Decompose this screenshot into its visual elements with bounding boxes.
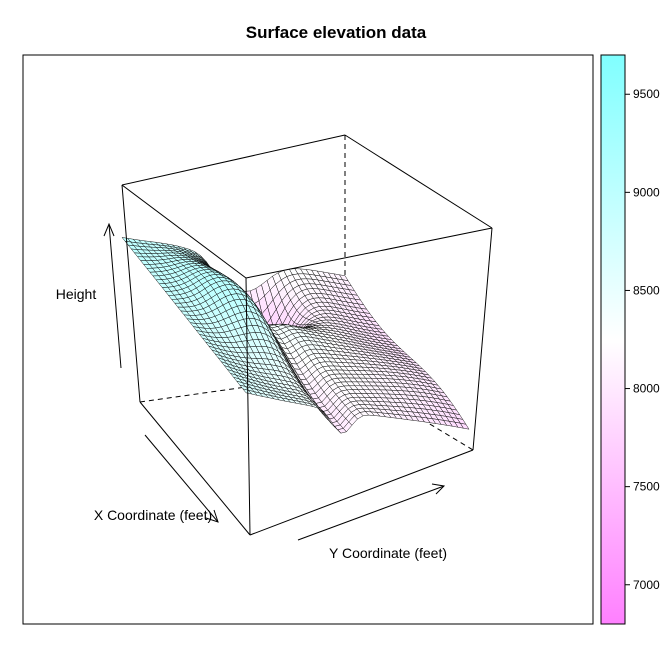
bounding-box-front <box>121 134 493 536</box>
x-axis-arrow <box>144 434 219 523</box>
color-key-tick-label: 8500 <box>633 283 660 297</box>
box-edge <box>344 134 493 229</box>
color-key-tick-label: 9000 <box>633 185 660 199</box>
x-axis-label: X Coordinate (feet) <box>94 507 212 523</box>
box-edge <box>139 401 251 536</box>
color-key-tick-label: 7500 <box>633 480 660 494</box>
y-axis-label: Y Coordinate (feet) <box>329 545 447 561</box>
box-edge <box>472 227 493 451</box>
color-key-tick-label: 7000 <box>633 578 660 592</box>
box-edge <box>121 184 247 279</box>
box-edge <box>245 277 251 536</box>
elevation-surface <box>121 237 470 434</box>
z-axis-label: Height <box>56 286 97 302</box>
color-key: 7000 7500 8000 8500 9000 9500 <box>600 54 660 625</box>
box-edge <box>121 134 346 186</box>
color-key-tick-label: 9500 <box>633 87 660 101</box>
box-edge <box>245 227 493 279</box>
y-axis-arrow <box>297 483 446 541</box>
box-edge <box>249 449 474 536</box>
z-axis-arrow <box>103 222 122 369</box>
chart-title: Surface elevation data <box>246 23 427 42</box>
surface-facet <box>242 388 253 395</box>
plot-panel-border <box>22 54 594 625</box>
color-key-bar <box>600 54 626 625</box>
color-key-tick-label: 8000 <box>633 382 660 396</box>
axis-arrows <box>103 222 446 541</box>
box-edge <box>121 184 141 403</box>
